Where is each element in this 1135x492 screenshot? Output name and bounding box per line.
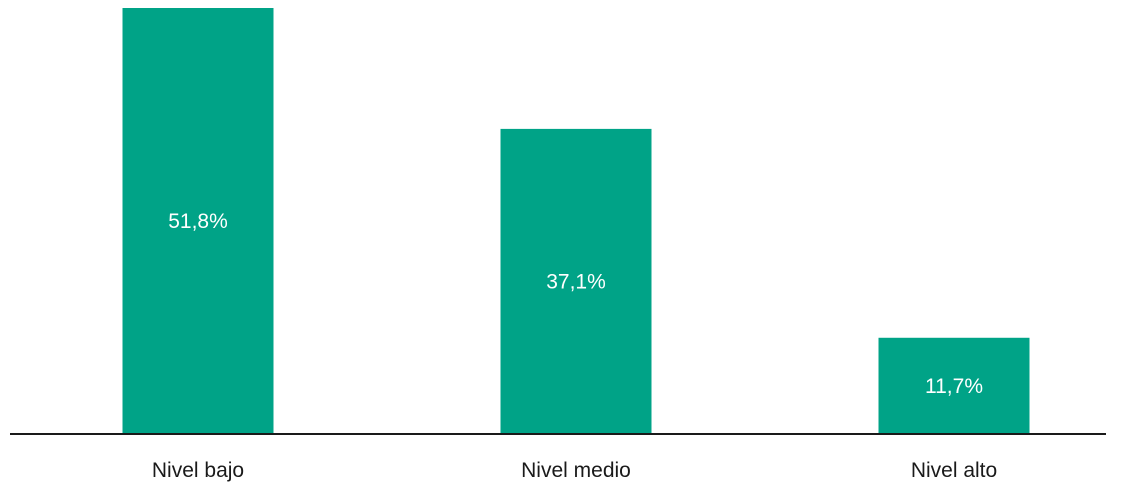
x-tick-label: Nivel bajo [152, 459, 244, 482]
category-labels-group: Nivel bajo Nivel medio Nivel alto [152, 459, 997, 482]
data-label: 37,1% [546, 270, 606, 293]
x-tick-label: Nivel medio [521, 459, 631, 482]
x-tick-label: Nivel alto [911, 459, 997, 482]
data-label: 11,7% [925, 375, 983, 398]
data-label: 51,8% [168, 210, 228, 233]
bar-nivel-bajo [122, 8, 274, 434]
bar-nivel-alto [878, 337, 1030, 434]
value-labels-group: 51,8% 37,1% 11,7% [168, 210, 983, 398]
bars-group [122, 8, 1030, 434]
bar-nivel-medio [500, 128, 652, 434]
